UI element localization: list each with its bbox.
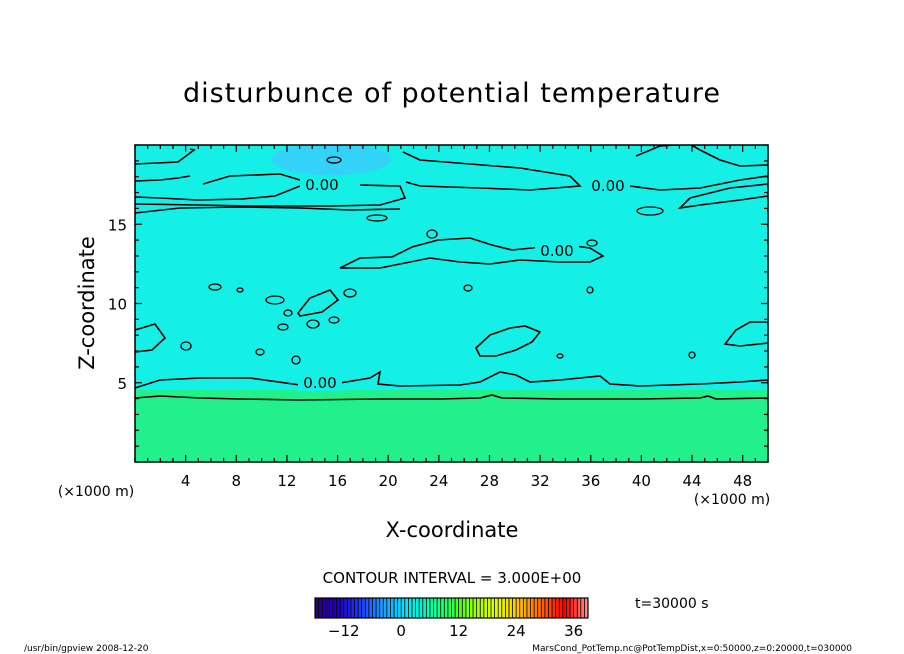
x-tick-label: 36 bbox=[581, 472, 600, 490]
contour-line bbox=[135, 394, 768, 401]
colorbar bbox=[314, 597, 589, 619]
chart-title: disturbunce of potential temperature bbox=[183, 78, 721, 109]
contour-island bbox=[265, 295, 285, 305]
contour-line bbox=[135, 185, 301, 201]
y-axis: 5 10 15 bbox=[108, 144, 768, 463]
colorbar-tick-label: 36 bbox=[564, 622, 583, 640]
colorbar-ticks: −12 0 12 24 36 bbox=[328, 622, 583, 640]
contour-island bbox=[208, 283, 222, 291]
contour-islands bbox=[180, 156, 696, 365]
x-unit-left: (×1000 m) bbox=[58, 484, 134, 500]
colorbar-tick-label: 12 bbox=[449, 622, 468, 640]
x-tick-label: 8 bbox=[232, 472, 242, 490]
contour-line bbox=[202, 173, 301, 185]
contour-line bbox=[135, 175, 191, 182]
contour-line bbox=[135, 206, 401, 214]
contour-interval-text: CONTOUR INTERVAL = 3.000E+00 bbox=[323, 569, 582, 587]
contour-label: 0.00 bbox=[305, 176, 338, 194]
colorbar-tick-label: 0 bbox=[396, 622, 406, 640]
time-label: t=30000 s bbox=[635, 596, 709, 612]
contour-island bbox=[636, 206, 664, 216]
contour-island bbox=[291, 355, 301, 365]
field-lower-region bbox=[135, 389, 768, 462]
x-tick-label: 40 bbox=[632, 472, 651, 490]
x-tick-label: 48 bbox=[733, 472, 752, 490]
contour-island bbox=[343, 288, 357, 298]
contour-island bbox=[328, 316, 340, 324]
contour-island bbox=[586, 286, 594, 294]
contour-line bbox=[677, 183, 768, 210]
contour-island bbox=[688, 351, 696, 359]
x-axis-label: X-coordinate bbox=[386, 518, 519, 542]
contour-line bbox=[635, 145, 768, 167]
x-tick-label: 24 bbox=[429, 472, 448, 490]
contour-label: 0.00 bbox=[540, 242, 573, 260]
contour-labels: 0.00 0.00 0.00 0.00 bbox=[298, 176, 630, 392]
colorbar-tick-label: −12 bbox=[328, 622, 360, 640]
contour-island bbox=[306, 319, 320, 329]
contour-label: 0.00 bbox=[591, 177, 624, 195]
contour-island bbox=[556, 353, 564, 359]
contour-lines bbox=[135, 145, 768, 401]
contour-line bbox=[135, 148, 196, 165]
contour-line bbox=[135, 184, 407, 207]
contour-line bbox=[135, 323, 167, 353]
x-tick-label: 12 bbox=[277, 472, 296, 490]
contour-island bbox=[426, 229, 438, 239]
x-tick-label: 44 bbox=[682, 472, 701, 490]
field-minimum-patch bbox=[271, 145, 392, 176]
x-tick-label: 28 bbox=[480, 472, 499, 490]
y-tick-label: 5 bbox=[117, 375, 127, 393]
contour-line bbox=[629, 175, 768, 191]
colorbar-tick-label: 24 bbox=[507, 622, 526, 640]
y-tick-label: 15 bbox=[108, 216, 127, 234]
contour-island bbox=[255, 348, 265, 356]
contour-island bbox=[366, 214, 388, 222]
x-axis: 4 8 12 16 20 24 28 32 36 40 44 48 bbox=[134, 145, 769, 490]
x-tick-label: 4 bbox=[181, 472, 191, 490]
contour-label: 0.00 bbox=[303, 374, 336, 392]
contour-island bbox=[277, 323, 289, 331]
contour-island bbox=[236, 287, 244, 293]
contour-island bbox=[586, 239, 598, 247]
x-unit-right: (×1000 m) bbox=[694, 492, 770, 508]
contour-island bbox=[326, 156, 342, 164]
x-tick-label: 16 bbox=[328, 472, 347, 490]
contour-line bbox=[723, 321, 768, 347]
contour-line bbox=[135, 370, 768, 389]
contour-line bbox=[297, 289, 340, 317]
contour-line bbox=[402, 151, 582, 191]
footer-right: MarsCond_PotTemp.nc@PotTempDist,x=0:5000… bbox=[532, 644, 852, 654]
contour-line bbox=[475, 325, 542, 357]
contour-island bbox=[463, 284, 473, 292]
footer-left: /usr/bin/gpview 2008-12-20 bbox=[24, 644, 149, 654]
plot-area: 0.00 0.00 0.00 0.00 bbox=[135, 145, 768, 462]
x-tick-label: 32 bbox=[531, 472, 550, 490]
contour-island bbox=[283, 309, 293, 317]
y-axis-label: Z-coordinate bbox=[75, 236, 99, 370]
contour-island bbox=[180, 341, 192, 351]
x-tick-label: 20 bbox=[379, 472, 398, 490]
field-upper-region bbox=[135, 145, 768, 390]
y-tick-label: 10 bbox=[108, 296, 127, 314]
contour-line bbox=[339, 237, 605, 269]
